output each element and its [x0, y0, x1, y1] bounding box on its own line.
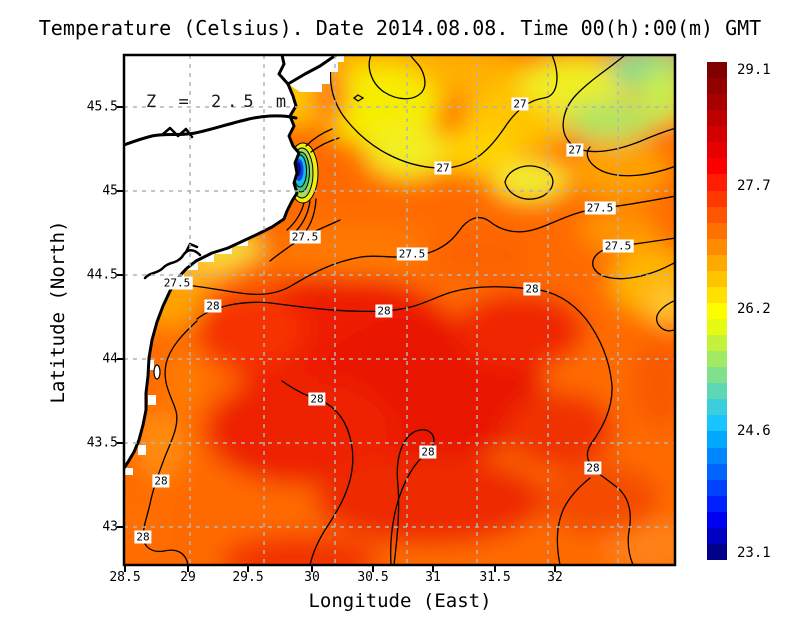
x-tick-label: 31.5: [479, 570, 511, 585]
y-tick-label: 45.5: [86, 99, 118, 115]
x-tick-label: 28.5: [109, 570, 141, 585]
x-tick-label: 29: [180, 570, 196, 585]
colorbar-tick-label: 23.1: [737, 545, 771, 561]
axis-ticks: [117, 106, 556, 572]
contour-label: 28: [152, 474, 170, 488]
colorbar-tick-label: 27.7: [737, 178, 771, 194]
sea-temperature-field: [124, 55, 675, 565]
contour-label: 28: [204, 299, 222, 313]
x-tick-label: 32: [547, 570, 563, 585]
depth-annotation: Z = 2.5 m: [146, 92, 293, 112]
contour-label: 27.5: [584, 201, 616, 215]
contour-label: 27.5: [289, 230, 321, 244]
coastal-lagoon: [153, 364, 161, 380]
y-tick-label: 44.5: [86, 267, 118, 283]
y-tick-label: 45: [102, 183, 118, 199]
contour-label: 28: [584, 461, 602, 475]
contour-label: 28: [134, 530, 152, 544]
colorbar-tick-label: 29.1: [737, 62, 771, 78]
y-tick-label: 43: [102, 519, 118, 535]
contour-label: 27.5: [396, 247, 428, 261]
y-tick-label: 43.5: [86, 435, 118, 451]
contour-label: 27: [511, 97, 529, 111]
x-tick-label: 30: [304, 570, 320, 585]
contour-label: 28: [375, 304, 393, 318]
y-tick-label: 44: [102, 351, 118, 367]
graticule-grid: [124, 55, 675, 565]
contour-label: 27.5: [602, 239, 634, 253]
contour-label: 27.5: [161, 276, 193, 290]
coastline: [124, 55, 338, 470]
x-tick-label: 31: [425, 570, 441, 585]
y-axis-title: Latitude (North): [47, 220, 69, 404]
plot-frame: [122, 53, 677, 567]
land-mask: [124, 55, 344, 475]
colorbar-tick-label: 26.2: [737, 301, 771, 317]
x-tick-label: 29.5: [232, 570, 264, 585]
plot-title: Temperature (Celsius). Date 2014.08.08. …: [38, 16, 762, 40]
contour-label: 27: [566, 143, 584, 157]
x-axis-title: Longitude (East): [308, 590, 492, 612]
x-tick-label: 30.5: [357, 570, 389, 585]
contour-label: 28: [308, 392, 326, 406]
colorbar-tick-label: 24.6: [737, 423, 771, 439]
contour-label: 28: [419, 445, 437, 459]
contour-label: 28: [523, 282, 541, 296]
colorbar: [707, 62, 727, 560]
contour-label: 27: [434, 161, 452, 175]
